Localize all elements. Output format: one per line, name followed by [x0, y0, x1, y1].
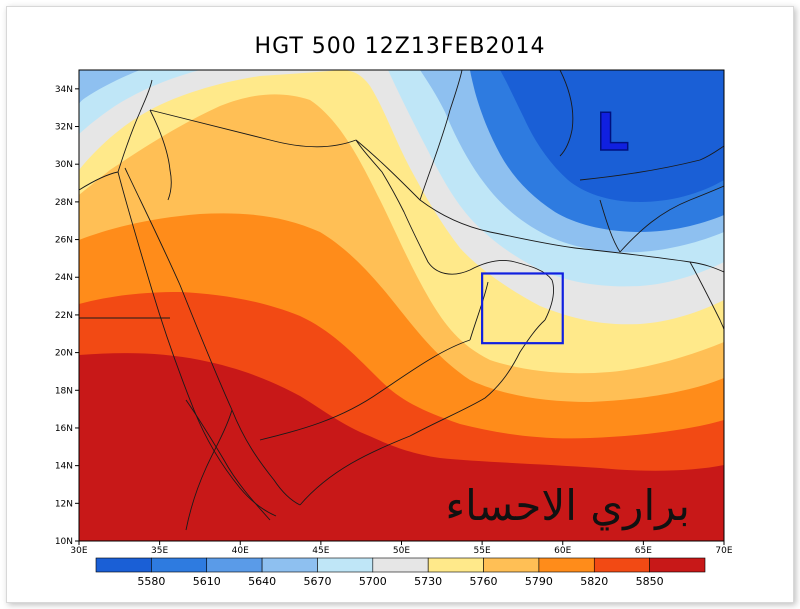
- arabia-south-coast: [299, 319, 546, 506]
- colorbar-swatch: [483, 557, 540, 573]
- colorbar-label: 5730: [414, 575, 442, 588]
- lon-tick-label: 40E: [232, 546, 249, 556]
- lon-tick-label: 35E: [151, 546, 168, 556]
- highlight-box: [481, 272, 564, 345]
- lat-tick-label: 16N: [55, 424, 73, 434]
- colorbar-label: 5640: [248, 575, 276, 588]
- lat-tick-label: 18N: [55, 386, 73, 396]
- latitude-axis: 34N 32N 30N 28N 26N 24N 22N 20N 18N 16N 14N 12N 10N: [55, 85, 79, 547]
- map-title: HGT 500 12Z13FEB2014: [254, 34, 546, 59]
- lat-tick-label: 24N: [55, 273, 73, 283]
- colorbar-swatch: [95, 557, 152, 573]
- colorbar-swatch: [261, 557, 318, 573]
- colorbar-swatch: [151, 557, 208, 573]
- colorbar-swatch: [372, 557, 429, 573]
- lon-tick-label: 70E: [715, 546, 732, 556]
- afghan-border: [579, 145, 724, 181]
- colorbar-swatch: [649, 557, 706, 573]
- lon-tick-label: 55E: [474, 546, 491, 556]
- lat-tick-label: 22N: [55, 311, 73, 321]
- sinai-border: [79, 171, 119, 191]
- colorbar-label: 5610: [193, 575, 221, 588]
- lon-tick-label: 65E: [635, 546, 652, 556]
- colorbar-swatch: [538, 557, 595, 573]
- jordan-border: [149, 109, 172, 201]
- iraq-border: [149, 109, 357, 148]
- pakistan-border: [599, 185, 724, 253]
- lat-tick-label: 20N: [55, 349, 73, 359]
- saudi-yemen-border: [259, 339, 471, 441]
- red-sea-coast-west: [117, 171, 277, 517]
- horn-africa: [185, 409, 233, 531]
- lat-tick-label: 28N: [55, 198, 73, 208]
- levant-coast: [117, 79, 153, 173]
- lat-tick-label: 12N: [55, 499, 73, 509]
- colorbar-label: 5790: [525, 575, 553, 588]
- lat-tick-label: 32N: [55, 123, 73, 133]
- colorbar-swatch: [317, 557, 374, 573]
- ethiopia-border: [185, 399, 271, 521]
- lat-tick-label: 10N: [55, 537, 73, 547]
- lon-tick-label: 45E: [312, 546, 329, 556]
- colorbar-label: 5580: [137, 575, 165, 588]
- gulf-coast: [355, 139, 555, 321]
- colorbar-swatch: [593, 557, 650, 573]
- arabian-sea-coast: [689, 261, 724, 331]
- iran-interior: [419, 70, 463, 201]
- colorbar-swatch: [427, 557, 484, 573]
- colorbar-label: 5700: [359, 575, 387, 588]
- lon-tick-label: 50E: [393, 546, 410, 556]
- oman-border: [469, 281, 489, 341]
- low-pressure-marker: L: [596, 103, 629, 163]
- lon-tick-label: 30E: [70, 546, 87, 556]
- lon-tick-label: 60E: [554, 546, 571, 556]
- lat-tick-label: 34N: [55, 85, 73, 95]
- watermark-text: براري الاحساء: [445, 481, 690, 530]
- colorbar-label: 5850: [636, 575, 664, 588]
- colorbar-label: 5670: [303, 575, 331, 588]
- lat-tick-label: 30N: [55, 160, 73, 170]
- colorbar-label: 5820: [580, 575, 608, 588]
- red-sea-coast-east: [124, 167, 301, 506]
- caspian-fragment: [559, 70, 574, 157]
- colorbar-swatch: [206, 557, 263, 573]
- colorbar-label: 5760: [470, 575, 498, 588]
- contour-band-5580: [500, 70, 724, 202]
- coastlines-borders: [79, 70, 724, 531]
- colorbar: 5580 5610 5640 5670 5700 5730 5760 5790 5820 5850: [95, 557, 706, 588]
- lat-tick-label: 26N: [55, 236, 73, 246]
- longitude-axis: 30E 35E 40E 45E 50E 55E 60E 65E 70E: [70, 541, 733, 556]
- lat-tick-label: 14N: [55, 462, 73, 472]
